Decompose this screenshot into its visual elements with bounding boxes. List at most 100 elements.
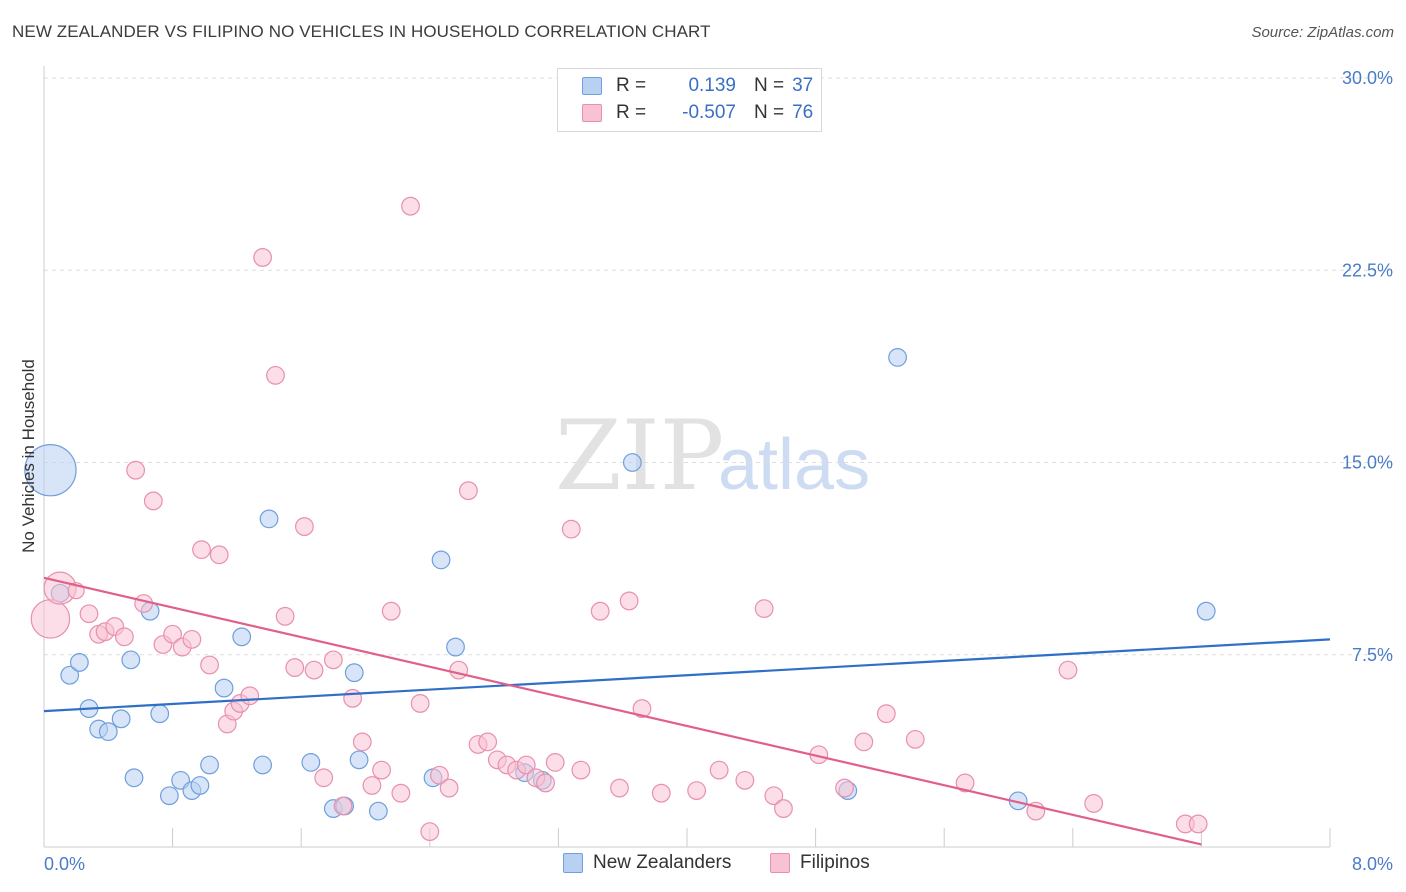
legend-label-filipinos: Filipinos bbox=[800, 852, 870, 873]
filipino-point bbox=[619, 591, 639, 611]
filipino-point bbox=[30, 599, 71, 639]
filipino-point bbox=[285, 658, 305, 677]
x-tick-label: 8.0% bbox=[1352, 854, 1393, 874]
filipino-point bbox=[764, 786, 784, 806]
new-zealander-point bbox=[24, 443, 77, 497]
y-tick-label: 30.0% bbox=[1342, 68, 1393, 88]
legend-row-new-zealanders: R = 0.139 N = 37 bbox=[582, 73, 813, 99]
legend-r-label: R = bbox=[616, 75, 647, 96]
new-zealander-point bbox=[69, 653, 89, 672]
new-zealander-point bbox=[259, 509, 279, 529]
filipino-point bbox=[410, 694, 430, 713]
filipino-point bbox=[134, 594, 154, 613]
filipino-point bbox=[458, 481, 478, 501]
legend-item-filipinos[interactable]: Filipinos bbox=[770, 852, 870, 874]
filipino-point bbox=[709, 760, 729, 780]
filipino-point bbox=[478, 732, 498, 752]
filipino-point bbox=[253, 248, 273, 267]
filipino-point bbox=[1058, 660, 1078, 680]
filipinos-points bbox=[30, 196, 1208, 842]
legend-row-filipinos: R = -0.507 N = 76 bbox=[582, 100, 813, 126]
filipino-point bbox=[343, 688, 363, 708]
filipino-point bbox=[754, 599, 774, 619]
filipino-point bbox=[876, 704, 896, 724]
legend-label-new-zealanders: New Zealanders bbox=[593, 852, 732, 873]
y-tick-label: 7.5% bbox=[1352, 645, 1393, 665]
filipino-point bbox=[275, 606, 295, 626]
trend-lines bbox=[43, 576, 1331, 846]
filipino-point bbox=[163, 624, 183, 644]
filipino-point bbox=[774, 799, 793, 818]
filipino-point bbox=[295, 517, 314, 536]
filipino-point bbox=[516, 755, 536, 775]
new-zealander-point bbox=[232, 627, 252, 647]
filipino-point bbox=[632, 699, 652, 718]
filipino-point bbox=[323, 650, 343, 670]
new-zealander-point bbox=[111, 709, 131, 729]
y-tick-label: 22.5% bbox=[1342, 260, 1393, 280]
new-zealander-point bbox=[431, 550, 451, 570]
filipino-point bbox=[126, 460, 146, 480]
new-zealander-point bbox=[301, 753, 321, 772]
new-zealander-point bbox=[214, 678, 234, 698]
filipino-point bbox=[561, 519, 581, 539]
new-zealander-point bbox=[159, 786, 179, 806]
filipino-point bbox=[439, 778, 459, 798]
legend-swatch-filipinos bbox=[582, 104, 602, 122]
filipino-point bbox=[571, 760, 591, 780]
new-zealander-point bbox=[344, 663, 364, 683]
y-tick-label: 15.0% bbox=[1342, 453, 1393, 473]
source-label: Source: ZipAtlas.com bbox=[1251, 24, 1394, 41]
new-zealander-point bbox=[60, 665, 80, 685]
filipino-point bbox=[735, 770, 755, 790]
filipino-point bbox=[209, 545, 229, 565]
new-zealander-point bbox=[124, 768, 144, 788]
new-zealander-point bbox=[446, 637, 465, 657]
filipino-point bbox=[687, 781, 707, 801]
new-zealander-point bbox=[190, 776, 210, 795]
new-zealander-point bbox=[150, 704, 170, 724]
new-zealander-point bbox=[121, 650, 141, 670]
legend-swatch-new-zealanders bbox=[582, 77, 602, 95]
legend-r-label: R = bbox=[616, 102, 647, 123]
new-zealander-point bbox=[1196, 601, 1216, 621]
filipino-point bbox=[1188, 814, 1208, 834]
new-zealander-point bbox=[253, 755, 273, 775]
x-tick-label: 0.0% bbox=[44, 854, 85, 874]
legend-n-label: N = bbox=[754, 102, 785, 123]
new-zealander-point bbox=[622, 453, 642, 472]
legend-n-value: 37 bbox=[792, 75, 814, 96]
new-zealander-point bbox=[200, 755, 219, 775]
new-zealander-point bbox=[368, 801, 388, 821]
watermark-atlas: atlas bbox=[718, 425, 871, 505]
filipino-point bbox=[200, 655, 219, 675]
filipino-point bbox=[240, 686, 260, 706]
filipino-point bbox=[352, 732, 372, 752]
filipino-point bbox=[333, 796, 353, 816]
filipino-point bbox=[192, 540, 211, 560]
legend-r-value: 0.139 bbox=[688, 75, 736, 96]
chart-title: NEW ZEALANDER VS FILIPINO NO VEHICLES IN… bbox=[12, 22, 711, 41]
legend-swatch-filipinos bbox=[770, 853, 790, 873]
new-zealander-point bbox=[349, 750, 369, 770]
new-zealanders-trend-line bbox=[43, 638, 1331, 713]
filipino-point bbox=[314, 768, 334, 788]
series-legend: New Zealanders Filipinos bbox=[0, 852, 1406, 878]
filipino-point bbox=[536, 773, 555, 793]
filipino-point bbox=[1084, 794, 1104, 813]
filipino-point bbox=[854, 732, 874, 752]
filipino-point bbox=[391, 783, 411, 803]
legend-item-new-zealanders[interactable]: New Zealanders bbox=[563, 852, 731, 874]
filipino-point bbox=[651, 783, 671, 803]
filipino-point bbox=[182, 629, 202, 649]
filipino-point bbox=[420, 822, 440, 842]
filipino-point bbox=[590, 601, 610, 621]
tick-labels: 7.5% 15.0% 22.5% 30.0% 0.0% 8.0% bbox=[44, 68, 1393, 874]
filipino-point bbox=[143, 491, 163, 511]
filipino-point bbox=[545, 753, 565, 772]
filipino-point bbox=[835, 778, 854, 798]
watermark-zip: ZIP bbox=[555, 400, 725, 512]
filipino-point bbox=[266, 365, 285, 385]
legend-n-value: 76 bbox=[792, 102, 814, 123]
